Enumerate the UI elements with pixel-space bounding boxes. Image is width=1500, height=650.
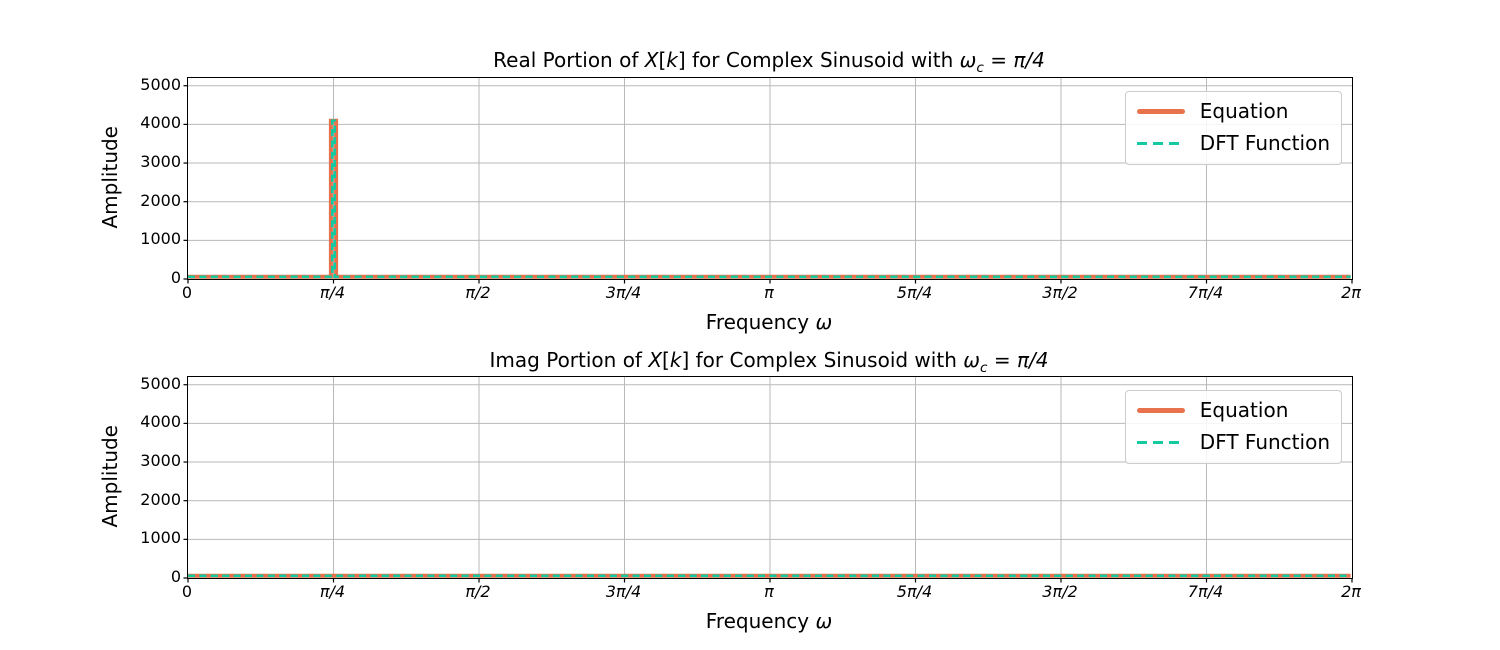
x-tick-label: 3π/2 xyxy=(1042,582,1078,601)
x-tick-label: π/2 xyxy=(465,283,491,302)
dft-line-sample xyxy=(1136,440,1185,445)
x-tick-label: 3π/2 xyxy=(1042,283,1078,302)
x-tick-label: π xyxy=(764,582,774,601)
legend-item-equation: Equation xyxy=(1136,99,1330,124)
x-tick-label: 7π/4 xyxy=(1187,582,1224,601)
x-tick-label: π xyxy=(764,283,774,302)
x-tick-label: 2π xyxy=(1341,582,1361,601)
plot-area-real: Equation DFT Function xyxy=(183,77,1353,284)
chart-title-imag: Imag Portion of X[k] for Complex Sinusoi… xyxy=(489,348,1049,377)
legend-item-equation: Equation xyxy=(1136,398,1330,423)
x-tick-labels-imag: 0 π/4 π/2 3π/4 π 5π/4 3π/2 7π/4 2π xyxy=(182,582,1361,603)
plot-area-imag: Equation DFT Function xyxy=(183,376,1353,583)
x-tick-label: 5π/4 xyxy=(896,283,933,302)
chart-title-real: Real Portion of X[k] for Complex Sinusoi… xyxy=(493,48,1045,77)
legend-real: Equation DFT Function xyxy=(1124,91,1342,165)
y-tick-label: 3000 xyxy=(140,451,181,470)
x-tick-label: π/2 xyxy=(465,582,491,601)
legend-item-dft: DFT Function xyxy=(1136,131,1330,156)
y-tick-label: 4000 xyxy=(140,113,181,133)
y-tick-labels-imag: 0 1000 2000 3000 4000 5000 xyxy=(110,373,181,585)
x-axis-label-real: Frequency ω xyxy=(705,310,833,334)
x-axis-label-imag: Frequency ω xyxy=(705,609,833,633)
legend-label-dft: DFT Function xyxy=(1199,131,1330,155)
dft-line-sample xyxy=(1136,141,1185,146)
legend-label-dft: DFT Function xyxy=(1199,430,1330,454)
y-tick-label: 0 xyxy=(170,268,181,287)
series-dft-function xyxy=(188,119,1351,279)
x-tick-label: 3π/4 xyxy=(605,582,642,601)
y-tick-label: 0 xyxy=(170,567,181,586)
x-tick-label: 3π/4 xyxy=(605,283,642,302)
y-tick-label: 2000 xyxy=(140,190,181,210)
equation-line-sample xyxy=(1136,408,1185,413)
x-tick-label: 0 xyxy=(181,283,193,302)
x-tick-label: π/4 xyxy=(319,283,346,302)
legend-label-equation: Equation xyxy=(1199,398,1289,422)
y-tick-label: 1000 xyxy=(140,528,181,548)
y-tick-label: 2000 xyxy=(140,489,181,509)
x-tick-label: 7π/4 xyxy=(1187,283,1224,302)
x-tick-label: 2π xyxy=(1341,283,1361,302)
x-tick-labels-real: 0 π/4 π/2 3π/4 π 5π/4 3π/2 7π/4 2π xyxy=(182,283,1361,304)
legend-item-dft: DFT Function xyxy=(1136,430,1330,455)
y-tick-label: 5000 xyxy=(140,373,181,393)
y-tick-labels-real: 0 1000 2000 3000 4000 5000 xyxy=(110,74,181,286)
y-tick-label: 5000 xyxy=(140,74,181,94)
equation-line-sample xyxy=(1136,109,1185,114)
legend-label-equation: Equation xyxy=(1199,99,1289,123)
y-tick-label: 3000 xyxy=(140,152,181,171)
x-tick-label: 0 xyxy=(181,582,193,601)
y-tick-label: 4000 xyxy=(140,412,181,432)
legend-imag: Equation DFT Function xyxy=(1124,390,1342,464)
y-tick-label: 1000 xyxy=(140,229,181,249)
x-tick-label: 5π/4 xyxy=(896,582,933,601)
x-tick-label: π/4 xyxy=(319,582,346,601)
